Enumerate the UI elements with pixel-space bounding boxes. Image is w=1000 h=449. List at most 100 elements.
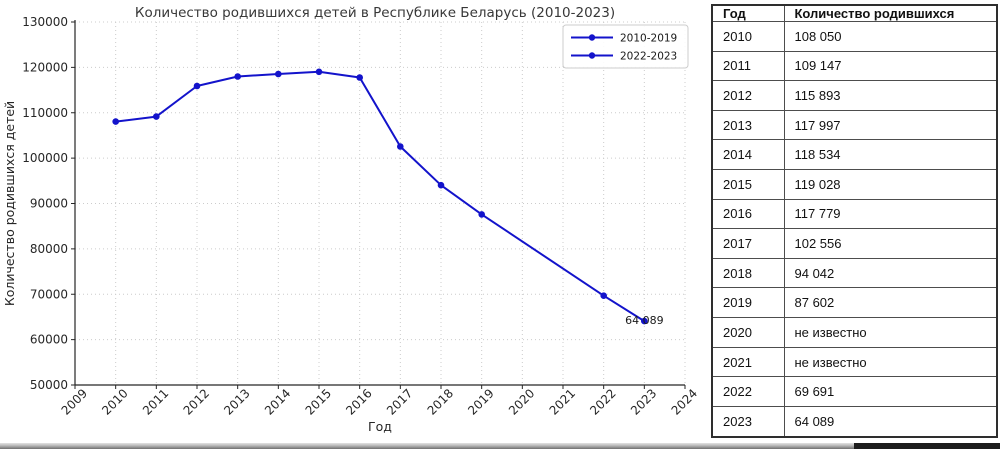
year-cell: 2012 <box>711 80 785 111</box>
year-cell: 2016 <box>711 198 785 230</box>
year-cell: 2010 <box>711 21 785 52</box>
year-cell: 2019 <box>711 287 785 319</box>
annotation-last-value: 64 089 <box>625 314 664 327</box>
year-cell: 2023 <box>711 405 785 438</box>
count-cell: 117 779 <box>783 198 998 230</box>
year-header: Год <box>711 4 785 22</box>
x-tick-label: 2021 <box>547 386 578 417</box>
count-cell: не известно <box>783 317 998 348</box>
year-cell: 2021 <box>711 346 785 378</box>
year-cell: 2022 <box>711 376 785 407</box>
y-tick-label: 80000 <box>30 242 68 256</box>
y-tick-label: 110000 <box>22 106 68 120</box>
year-cell: 2017 <box>711 228 785 259</box>
table-row: 2014 118 534 <box>711 139 998 171</box>
count-cell: не известно <box>783 346 998 378</box>
x-tick-label: 2015 <box>303 386 334 417</box>
table-row: 2015 119 028 <box>711 169 998 200</box>
count-cell: 87 602 <box>783 287 998 319</box>
births-line <box>115 70 645 322</box>
births-chart-figure: 2009 2010 2011 2012 2013 2014 2015 2016 2017 2018… <box>2 5 701 434</box>
table-row: 2023 64 089 <box>711 405 998 438</box>
y-tick-label: 50000 <box>30 378 68 392</box>
data-point <box>193 82 201 90</box>
table-row: 2017 102 556 <box>711 228 998 259</box>
table-row: 2016 117 779 <box>711 198 998 230</box>
count-header: Количество родившихся <box>783 4 998 22</box>
count-cell: 102 556 <box>783 228 998 259</box>
data-point <box>356 74 364 81</box>
legend: 2010-2019 2022-2023 <box>562 24 689 69</box>
x-tick-label: 2020 <box>506 386 537 417</box>
data-point <box>641 317 648 325</box>
table-row: 2011 109 147 <box>711 50 998 82</box>
table-row: 2012 115 893 <box>711 80 998 111</box>
chart-title: Количество родившихся детей в Республике… <box>135 5 615 21</box>
axes-spines <box>74 20 685 386</box>
data-point <box>153 113 160 120</box>
x-tick-label: 2014 <box>262 386 293 417</box>
data-point <box>315 68 323 76</box>
window-bottom-edge-dark <box>854 443 1000 449</box>
count-cell: 108 050 <box>783 21 998 52</box>
legend-label: 2022-2023 <box>620 50 677 62</box>
y-tick-label: 60000 <box>30 333 68 347</box>
year-cell: 2013 <box>711 109 785 141</box>
legend-label: 2010-2019 <box>620 32 677 44</box>
births-table: Год Количество родившихся 2010 108 050 201… <box>711 4 998 438</box>
table-row: 2019 87 602 <box>711 287 998 319</box>
table-row: 2021 не известно <box>711 346 998 378</box>
data-point <box>437 181 445 189</box>
x-tick-label: 2017 <box>384 386 415 417</box>
chart-canvas: 2009 2010 2011 2012 2013 2014 2015 2016 2017 2018… <box>2 5 700 434</box>
x-tick-label: 2016 <box>343 386 374 417</box>
count-cell: 119 028 <box>783 169 998 200</box>
births-table-panel: Год Количество родившихся 2010 108 050 201… <box>711 4 998 438</box>
data-point <box>234 73 241 80</box>
x-axis: 2009 2010 2011 2012 2013 2014 2015 2016 2017 2018… <box>59 385 700 434</box>
window-bottom-edge <box>0 443 1000 449</box>
y-tick-label: 120000 <box>22 60 68 74</box>
year-cell: 2020 <box>711 317 785 348</box>
count-cell: 94 042 <box>783 257 998 289</box>
legend-marker-icon <box>588 34 596 41</box>
y-tick-label: 90000 <box>30 197 68 211</box>
data-points <box>112 68 648 325</box>
x-tick-label: 2024 <box>669 386 700 417</box>
y-tick-label: 130000 <box>22 15 68 29</box>
data-point <box>478 211 486 218</box>
y-tick-label: 100000 <box>22 151 68 165</box>
x-tick-label: 2019 <box>465 386 496 417</box>
y-tick-label: 70000 <box>30 287 68 301</box>
year-cell: 2014 <box>711 139 785 171</box>
year-cell: 2018 <box>711 257 785 289</box>
count-cell: 69 691 <box>783 376 998 407</box>
data-point <box>112 118 119 125</box>
count-cell: 118 534 <box>783 139 998 171</box>
data-point <box>275 70 282 78</box>
count-cell: 115 893 <box>783 80 998 111</box>
year-cell: 2015 <box>711 169 785 200</box>
count-cell: 64 089 <box>783 405 998 438</box>
x-tick-label: 2011 <box>140 386 171 417</box>
x-tick-label: 2012 <box>181 386 212 417</box>
data-point <box>600 292 607 300</box>
x-tick-label: 2010 <box>99 386 130 417</box>
data-point <box>397 143 404 150</box>
grid <box>74 21 686 386</box>
year-cell: 2011 <box>711 50 785 82</box>
table-row: 2010 108 050 <box>711 21 998 52</box>
table-row: 2022 69 691 <box>711 376 998 407</box>
table-row: 2013 117 997 <box>711 109 998 141</box>
count-cell: 117 997 <box>783 109 998 141</box>
table-header-row: Год Количество родившихся <box>711 4 998 22</box>
y-axis-label: Количество родившихся детей <box>2 101 17 306</box>
x-tick-label: 2023 <box>628 386 659 417</box>
x-tick-label: 2013 <box>221 386 252 417</box>
x-axis-label: Год <box>368 419 392 434</box>
x-tick-label: 2018 <box>425 386 456 417</box>
y-axis: 50000 60000 70000 80000 90000 100000 110000 120… <box>2 15 75 392</box>
x-tick-label: 2022 <box>587 386 618 417</box>
count-cell: 109 147 <box>783 50 998 82</box>
